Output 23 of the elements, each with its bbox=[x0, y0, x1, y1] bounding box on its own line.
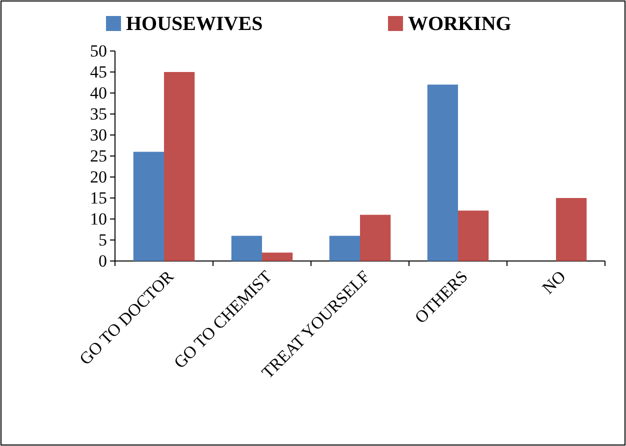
bar bbox=[556, 198, 587, 261]
y-tick-label: 5 bbox=[98, 230, 107, 250]
bar bbox=[458, 210, 489, 261]
y-tick-label: 45 bbox=[90, 62, 107, 82]
bar bbox=[360, 214, 391, 261]
bar bbox=[133, 152, 164, 261]
y-tick-label: 50 bbox=[90, 41, 107, 60]
y-tick-label: 15 bbox=[90, 188, 107, 208]
y-tick-label: 40 bbox=[90, 83, 107, 102]
bar bbox=[329, 236, 360, 261]
y-tick-label: 35 bbox=[90, 104, 107, 124]
y-tick-label: 10 bbox=[90, 209, 107, 228]
bar bbox=[262, 252, 293, 261]
y-tick-label: 20 bbox=[90, 167, 107, 186]
bar bbox=[231, 236, 262, 261]
legend-label: HOUSEWIVES bbox=[126, 13, 263, 35]
bar bbox=[164, 72, 195, 261]
y-tick-label: 25 bbox=[90, 146, 107, 166]
y-tick-label: 0 bbox=[98, 251, 107, 270]
bar bbox=[427, 84, 458, 261]
legend-label: WORKING bbox=[408, 13, 512, 35]
y-tick-label: 30 bbox=[90, 125, 107, 144]
x-tick-label: NO bbox=[538, 266, 570, 298]
